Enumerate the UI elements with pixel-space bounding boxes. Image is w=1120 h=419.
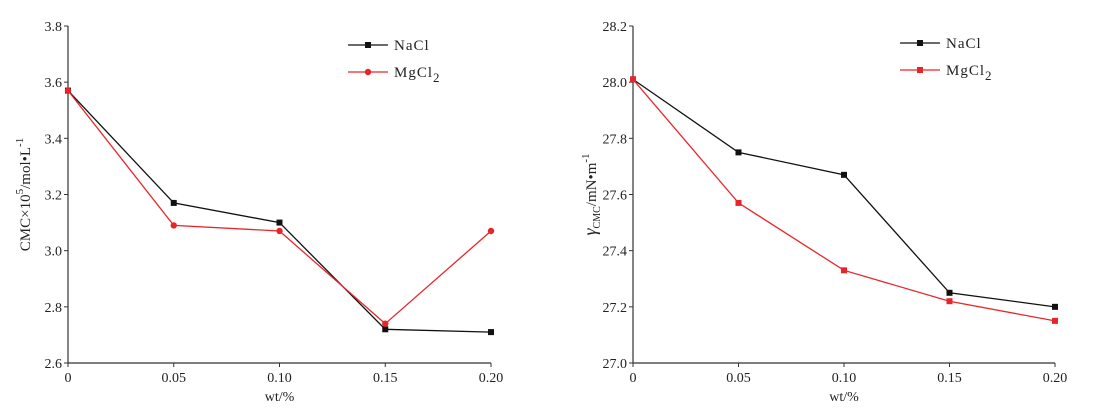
y-tick-label: 3.6 [45, 76, 63, 91]
y-tick-label: 27.2 [603, 301, 628, 316]
y-tick-label: 27.0 [603, 357, 628, 372]
series-line [67, 90, 492, 325]
legend-marker [364, 68, 372, 76]
series-MgCl2 [630, 76, 1058, 324]
series-NaCl [65, 87, 494, 336]
y-tick-label: 3.0 [45, 245, 63, 260]
x-tick-label: 0.15 [937, 371, 962, 386]
y-tick-label: 3.4 [45, 132, 63, 147]
legend-marker [917, 40, 923, 46]
data-point [276, 227, 283, 235]
x-tick-label: 0.05 [162, 371, 187, 386]
legend-item-MgCl2: MgCl2 [900, 63, 992, 83]
series-MgCl2 [64, 87, 495, 327]
data-point [382, 320, 389, 327]
y-tick-label: 27.6 [603, 189, 628, 204]
x-axis-label: wt/% [265, 390, 295, 405]
data-point [946, 289, 953, 296]
data-point [382, 326, 389, 333]
data-point [841, 171, 847, 178]
y-tick-label: 2.8 [45, 301, 63, 316]
data-point [488, 329, 494, 336]
y-axis-label: γCMC/mN•m-1 [580, 153, 603, 235]
series-line [67, 90, 492, 333]
series-line [632, 78, 1056, 322]
legend-marker [365, 42, 371, 48]
x-tick-label: 0.05 [726, 371, 751, 386]
data-point [735, 149, 742, 156]
y-tick-label: 28.2 [603, 20, 628, 35]
data-point [630, 76, 636, 83]
legend-item-NaCl: NaCl [348, 38, 430, 54]
x-tick-label: 0.20 [1043, 371, 1068, 386]
data-point [1052, 317, 1058, 324]
legend-label: MgCl2 [394, 65, 440, 85]
y-axis-label: CMC×105/mol•L-1 [14, 138, 34, 251]
y-tick-label: 28.0 [603, 76, 628, 91]
y-tick-label: 3.8 [45, 20, 63, 35]
legend-label: NaCl [394, 38, 430, 54]
data-point [487, 227, 495, 235]
x-tick-label: 0 [65, 371, 72, 386]
legend-marker [917, 67, 923, 73]
x-tick-label: 0.15 [373, 371, 398, 386]
y-tick-label: 27.4 [603, 245, 628, 260]
x-tick-label: 0.10 [267, 371, 292, 386]
y-tick-label: 3.2 [45, 189, 63, 204]
data-point [64, 87, 72, 94]
x-tick-label: 0.10 [832, 371, 857, 386]
data-point [841, 267, 847, 274]
legend-label: NaCl [946, 36, 982, 52]
x-axis-label: wt/% [829, 390, 859, 405]
legend-label: MgCl2 [946, 63, 992, 83]
x-tick-label: 0 [630, 371, 637, 386]
chart-2: 27.0 27.2 27.4 27.6 27.8 28.0 28.2 0 0.05 0.10 0.1… [580, 20, 1067, 405]
legend-item-MgCl2: MgCl2 [348, 65, 440, 85]
data-point [735, 199, 742, 206]
data-point [946, 298, 953, 305]
legend-item-NaCl: NaCl [900, 36, 982, 52]
chart-1: 2.6 2.8 3.0 3.2 3.4 3.6 3.8 0 0.05 0.10 0.15 0.20 wt… [14, 20, 503, 405]
x-tick-label: 0.20 [479, 371, 504, 386]
y-tick-label: 2.6 [45, 357, 63, 372]
data-point [170, 199, 177, 206]
series-NaCl [630, 76, 1058, 310]
data-point [1052, 303, 1058, 310]
y-tick-label: 27.8 [603, 132, 628, 147]
data-point [276, 219, 283, 226]
data-point [170, 222, 177, 229]
